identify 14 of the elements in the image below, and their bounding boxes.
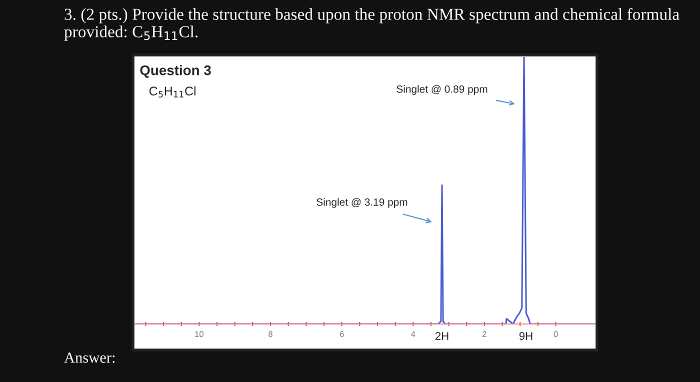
text: 2H xyxy=(435,332,448,340)
x-tick-label: 8 xyxy=(268,331,272,338)
text: C$_{5}$H$_{11}$Cl xyxy=(149,86,196,98)
text: 3. (2 pts.) Provide the structure based upon the proton NMR spectrum and chemical formula provided: C$_{5}$H$_{11}$Cl. xyxy=(64,8,680,41)
text: Question 3 xyxy=(140,65,211,78)
x-tick-label: 6 xyxy=(340,331,344,338)
annotation: Singlet @ 0.89 ppm xyxy=(396,85,488,95)
x-tick-label: 4 xyxy=(411,331,416,337)
annotation: Singlet @ 3.19 ppm xyxy=(316,198,408,208)
x-tick-label: 2 xyxy=(482,331,486,337)
x-tick-label: 10 xyxy=(195,331,204,338)
text: Answer: xyxy=(64,352,115,363)
text: 9H xyxy=(519,332,532,340)
x-tick-label: 0 xyxy=(554,331,558,338)
